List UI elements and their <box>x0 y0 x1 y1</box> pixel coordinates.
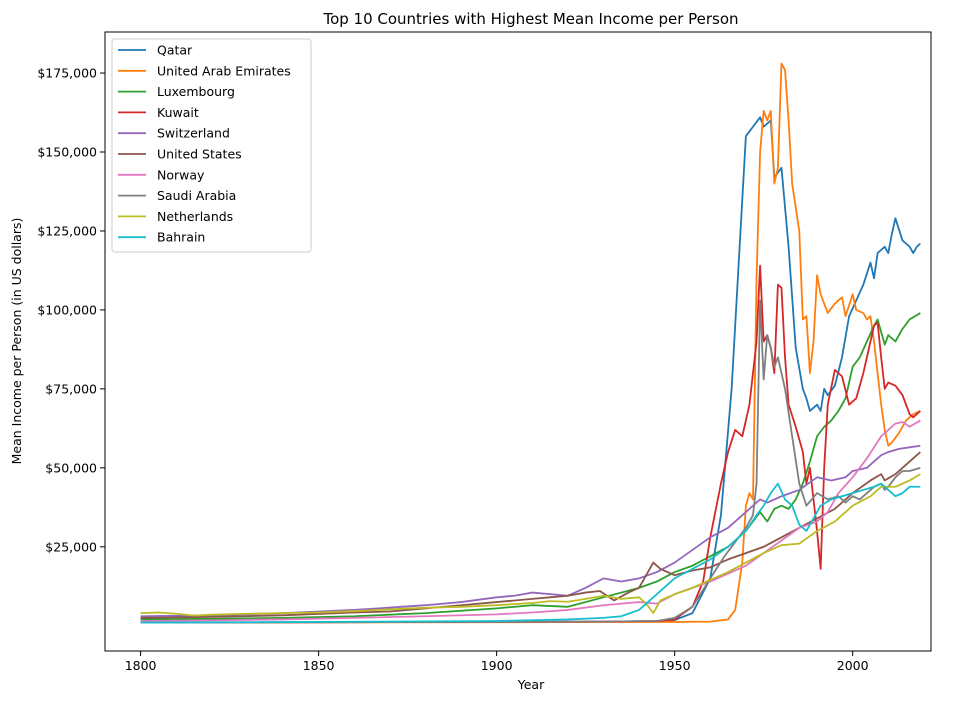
x-tick-label: 1850 <box>303 658 335 673</box>
series-line-1 <box>140 62 921 624</box>
legend-entry-label: Netherlands <box>157 209 233 224</box>
series-line-2 <box>140 312 921 621</box>
y-tick-label: $25,000 <box>45 539 97 554</box>
legend: Qatar United Arab Emirates Luxembourg Kuwai… <box>111 38 312 253</box>
legend-entry-label: Norway <box>157 167 205 182</box>
series-line-5 <box>140 451 921 619</box>
legend-entry-label: Saudi Arabia <box>157 188 236 203</box>
plot-area <box>104 31 932 652</box>
series-line-6 <box>140 419 921 622</box>
x-tick-label: 1950 <box>659 658 691 673</box>
chart-title: Top 10 Countries with Highest Mean Incom… <box>322 10 738 28</box>
series-line-9 <box>140 482 921 624</box>
x-tick-label: 1900 <box>481 658 513 673</box>
y-tick-label: $150,000 <box>37 145 97 160</box>
y-axis-label: Mean Income per Person (in US dollars) <box>9 218 24 465</box>
legend-entry-label: Luxembourg <box>157 84 235 99</box>
x-axis-label: Year <box>517 677 545 692</box>
legend-entry-label: Switzerland <box>157 126 230 141</box>
y-axis: $25,000 $50,000 $75,000 $100,000 $125,000 $15… <box>37 66 105 554</box>
legend-entry-label: United States <box>157 147 242 162</box>
legend-box <box>111 38 312 253</box>
series-line-4 <box>140 444 921 618</box>
legend-entry-label: Bahrain <box>157 230 205 245</box>
y-tick-label: $75,000 <box>45 381 97 396</box>
legend-entry-label: Kuwait <box>157 105 199 120</box>
series-layer <box>140 62 921 624</box>
y-tick-label: $100,000 <box>37 302 97 317</box>
y-tick-label: $125,000 <box>37 223 97 238</box>
legend-entry-label: United Arab Emirates <box>157 63 291 78</box>
x-axis: 1800 1850 1900 1950 2000 <box>125 651 869 673</box>
x-tick-label: 1800 <box>125 658 157 673</box>
y-tick-label: $50,000 <box>45 460 97 475</box>
y-tick-label: $175,000 <box>37 66 97 81</box>
x-tick-label: 2000 <box>837 658 869 673</box>
legend-entry-label: Qatar <box>157 43 193 58</box>
